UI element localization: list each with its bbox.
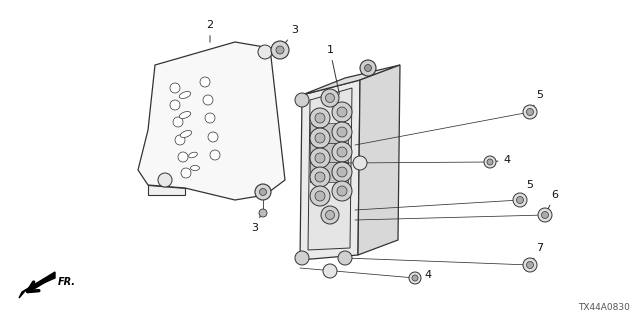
Circle shape: [484, 156, 496, 168]
Circle shape: [321, 206, 339, 224]
Text: 3: 3: [252, 212, 262, 233]
Circle shape: [332, 122, 352, 142]
Text: 5: 5: [522, 180, 534, 198]
Circle shape: [513, 193, 527, 207]
Circle shape: [412, 275, 418, 281]
Text: 2: 2: [207, 20, 214, 42]
Circle shape: [200, 77, 210, 87]
Polygon shape: [148, 185, 185, 195]
Circle shape: [337, 147, 347, 157]
Circle shape: [523, 105, 537, 119]
Text: 5: 5: [531, 90, 543, 110]
Polygon shape: [300, 80, 360, 260]
Ellipse shape: [179, 92, 191, 99]
Circle shape: [259, 188, 266, 196]
Circle shape: [170, 83, 180, 93]
Circle shape: [321, 89, 339, 107]
Circle shape: [323, 264, 337, 278]
Text: 6: 6: [547, 190, 559, 212]
Bar: [310, 123, 348, 143]
Circle shape: [326, 93, 335, 102]
Text: 1: 1: [326, 45, 339, 94]
Circle shape: [315, 133, 325, 143]
Circle shape: [173, 117, 183, 127]
Circle shape: [332, 102, 352, 122]
Circle shape: [255, 184, 271, 200]
Circle shape: [527, 261, 534, 268]
Circle shape: [295, 251, 309, 265]
Circle shape: [210, 150, 220, 160]
Circle shape: [538, 208, 552, 222]
Polygon shape: [302, 65, 400, 95]
Circle shape: [295, 93, 309, 107]
Circle shape: [332, 162, 352, 182]
Text: FR.: FR.: [58, 277, 76, 287]
Circle shape: [409, 272, 421, 284]
Bar: [310, 162, 348, 182]
Circle shape: [315, 113, 325, 123]
Circle shape: [332, 181, 352, 201]
Circle shape: [271, 41, 289, 59]
Text: 4: 4: [418, 270, 431, 280]
Circle shape: [353, 156, 367, 170]
Text: 4: 4: [493, 155, 511, 165]
Circle shape: [276, 46, 284, 54]
Ellipse shape: [179, 111, 191, 118]
Ellipse shape: [189, 152, 197, 158]
Circle shape: [326, 211, 335, 220]
Circle shape: [175, 135, 185, 145]
Circle shape: [158, 173, 172, 187]
Circle shape: [337, 186, 347, 196]
Text: 3: 3: [282, 25, 298, 48]
Circle shape: [310, 186, 330, 206]
Bar: [310, 143, 348, 163]
Circle shape: [365, 65, 371, 71]
Text: TX44A0830: TX44A0830: [578, 303, 630, 312]
Circle shape: [360, 60, 376, 76]
Circle shape: [487, 159, 493, 165]
Circle shape: [310, 167, 330, 187]
Circle shape: [310, 128, 330, 148]
Circle shape: [178, 152, 188, 162]
Circle shape: [208, 132, 218, 142]
Circle shape: [258, 45, 272, 59]
Circle shape: [315, 153, 325, 163]
Ellipse shape: [191, 165, 200, 171]
Circle shape: [337, 127, 347, 137]
Polygon shape: [138, 42, 285, 200]
Circle shape: [332, 142, 352, 162]
Circle shape: [516, 196, 524, 204]
Circle shape: [310, 148, 330, 168]
Polygon shape: [19, 272, 55, 298]
Circle shape: [310, 108, 330, 128]
Circle shape: [527, 108, 534, 116]
Polygon shape: [308, 88, 352, 250]
Polygon shape: [358, 65, 400, 255]
Text: 7: 7: [531, 243, 543, 263]
Circle shape: [541, 212, 548, 219]
Circle shape: [181, 168, 191, 178]
Circle shape: [259, 209, 267, 217]
Circle shape: [315, 191, 325, 201]
Circle shape: [337, 167, 347, 177]
Circle shape: [170, 100, 180, 110]
Circle shape: [205, 113, 215, 123]
Circle shape: [315, 172, 325, 182]
Circle shape: [338, 251, 352, 265]
Ellipse shape: [180, 131, 192, 138]
Circle shape: [337, 107, 347, 117]
Circle shape: [203, 95, 213, 105]
Circle shape: [523, 258, 537, 272]
